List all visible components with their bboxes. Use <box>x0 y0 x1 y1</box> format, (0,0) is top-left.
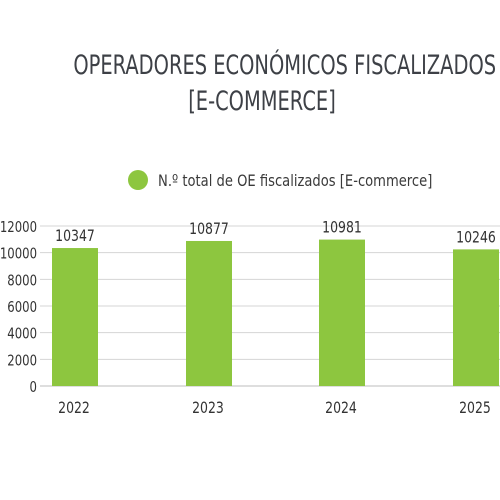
data-label: 10981 <box>322 219 362 237</box>
y-tick-label: 2000 <box>7 353 37 370</box>
data-label: 10347 <box>55 228 95 246</box>
chart-title-line-1: OPERADORES ECONÓMICOS FISCALIZADOS <box>73 50 497 81</box>
x-tick-label: 2022 <box>58 400 90 418</box>
legend-marker <box>128 170 148 190</box>
bar <box>52 248 98 386</box>
bar <box>453 249 499 386</box>
y-tick-label: 10000 <box>0 246 37 263</box>
chart-title: OPERADORES ECONÓMICOS FISCALIZADOS [E-CO… <box>73 48 497 120</box>
y-tick-label: 4000 <box>7 326 37 343</box>
data-label: 10877 <box>189 221 229 239</box>
bar <box>186 240 232 386</box>
y-tick-label: 0 <box>30 380 37 397</box>
chart-legend: N.º total de OE fiscalizados [E-commerce… <box>128 168 493 192</box>
y-tick-label: 8000 <box>7 273 37 290</box>
x-tick-label: 2023 <box>192 400 224 418</box>
legend-label: N.º total de OE fiscalizados [E-commerce… <box>158 170 433 190</box>
x-tick-label: 2025 <box>459 400 491 418</box>
bar <box>319 239 365 386</box>
y-tick-label: 6000 <box>7 300 37 317</box>
data-label: 10246 <box>456 229 496 247</box>
chart-title-line-2: [E-COMMERCE] <box>188 86 336 117</box>
x-tick-label: 2024 <box>325 400 357 418</box>
y-tick-label: 12000 <box>0 220 37 237</box>
